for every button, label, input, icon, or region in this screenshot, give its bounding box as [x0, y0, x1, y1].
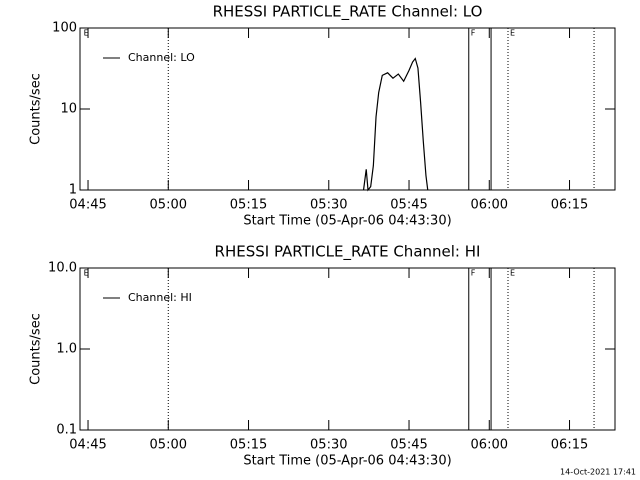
x-tick-label: 05:30 [310, 438, 347, 453]
x-tick-label: 05:15 [230, 198, 267, 213]
marker-label: E [510, 29, 515, 38]
plot-frame [79, 27, 616, 191]
y-tick-label: 1.0 [56, 342, 77, 357]
annotation: E [84, 269, 89, 278]
x-tick-label: 04:45 [69, 198, 106, 213]
plot-frame [79, 267, 616, 431]
marker-label: E [510, 269, 515, 278]
chart-title: RHESSI PARTICLE_RATE Channel: LO [213, 3, 483, 22]
chart-title: RHESSI PARTICLE_RATE Channel: HI [215, 243, 481, 262]
footer: 14-Oct-2021 17:41 [560, 468, 636, 477]
y-tick-label: 1 [69, 183, 77, 198]
x-tick-label: 06:15 [551, 438, 588, 453]
x-tick-label: 05:45 [390, 198, 427, 213]
series-line [362, 57, 429, 192]
x-tick-label: 05:15 [230, 438, 267, 453]
marker-label: F [471, 269, 476, 278]
y-tick-label: 10.0 [48, 261, 77, 276]
x-tick-label: 05:45 [390, 438, 427, 453]
annotation: E [84, 29, 89, 38]
x-tick-label: 06:00 [471, 198, 508, 213]
x-tick-label: 05:00 [150, 438, 187, 453]
x-tick-label: 06:15 [551, 198, 588, 213]
x-tick-label: 06:00 [471, 438, 508, 453]
legend-label: Channel: LO [128, 51, 195, 64]
y-tick-label: 100 [52, 21, 77, 36]
legend-label: Channel: HI [128, 291, 192, 304]
y-axis-label: Counts/sec [29, 313, 44, 385]
y-tick-label: 0.1 [56, 423, 77, 438]
y-tick-label: 10 [60, 102, 77, 117]
marker-label: F [471, 29, 476, 38]
x-axis-label: Start Time (05-Apr-06 04:43:30) [243, 454, 451, 469]
x-tick-label: 05:00 [150, 198, 187, 213]
x-tick-label: 04:45 [69, 438, 106, 453]
y-axis-label: Counts/sec [29, 73, 44, 145]
x-axis-label: Start Time (05-Apr-06 04:43:30) [243, 214, 451, 229]
x-tick-label: 05:30 [310, 198, 347, 213]
